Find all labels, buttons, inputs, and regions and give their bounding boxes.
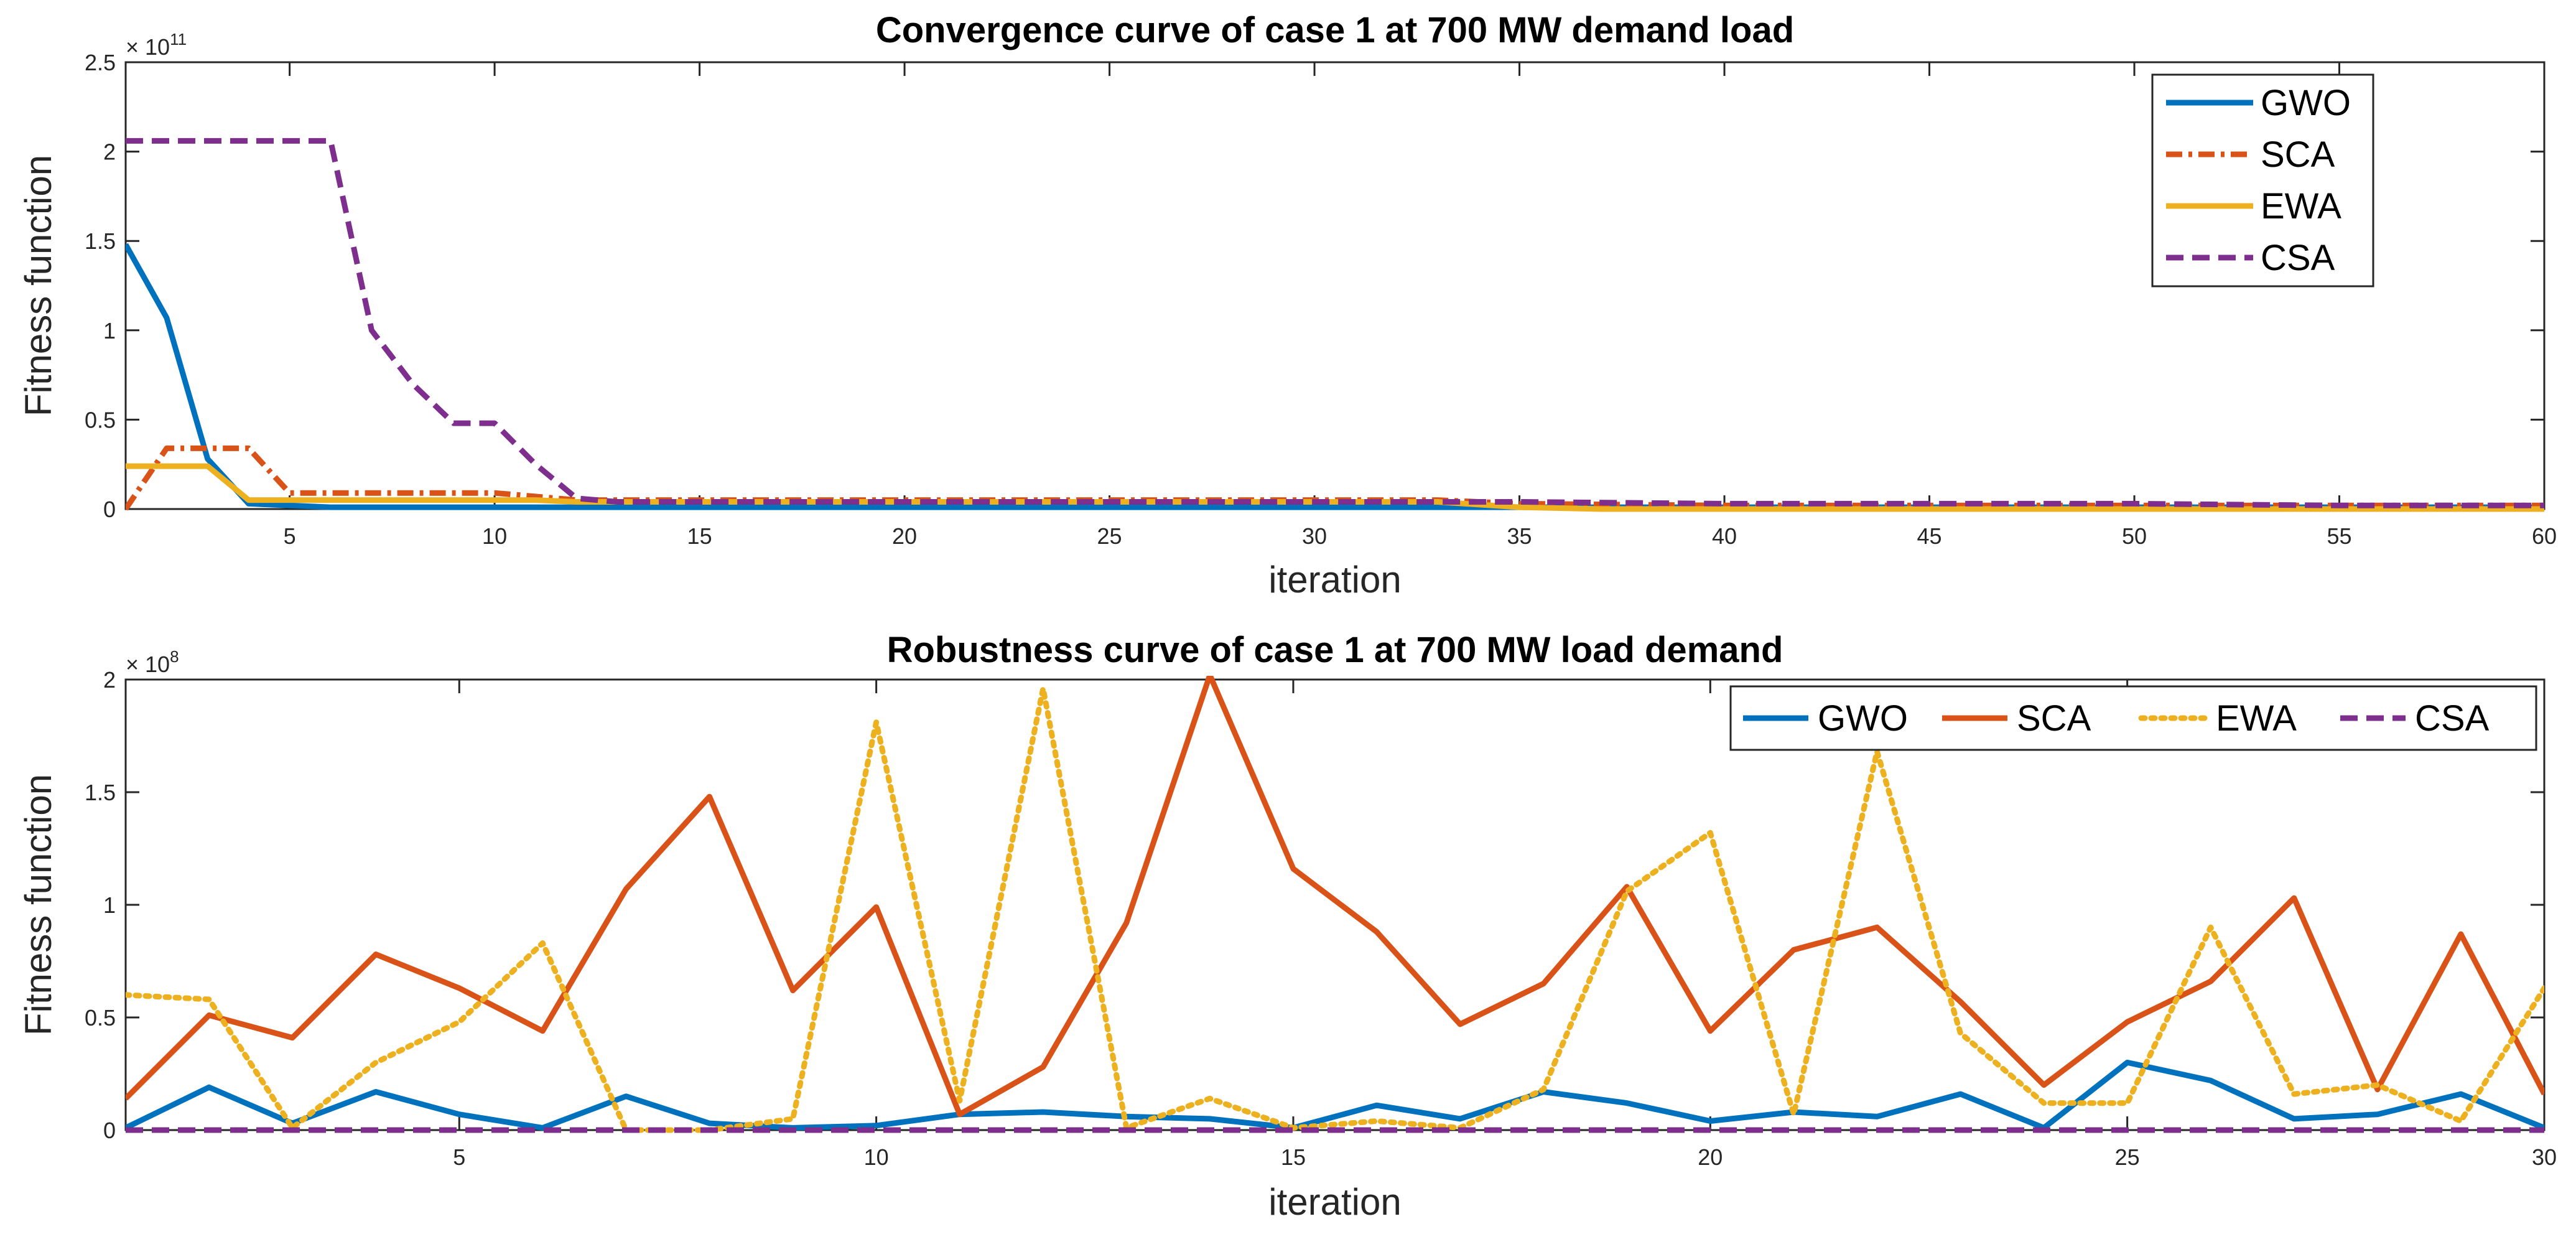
series-group [126,138,2544,512]
x-tick-label: 10 [482,523,507,549]
x-tick-label: 5 [453,1144,465,1170]
series-line-sca [126,676,2544,1118]
plot-area [124,61,2546,510]
x-tick-label: 5 [284,523,296,549]
legend-label-sca: SCA [2017,698,2091,739]
chart-title: Convergence curve of case 1 at 700 MW de… [876,10,1794,50]
x-tick-label: 40 [1712,523,1737,549]
x-tick-label: 50 [2122,523,2147,549]
x-tick-label: 20 [1698,1144,1723,1170]
y-tick-label: 0.5 [85,407,116,432]
y-tick-label: 1.5 [85,780,116,805]
x-axis-label: iteration [1268,559,1401,601]
y-exponent-label: × 108 [126,647,179,677]
x-tick-label: 15 [687,523,712,549]
legend-box [2151,73,2374,287]
series-line-gwo [126,1059,2544,1131]
y-axis-label: Fitness function [17,774,59,1035]
y-tick-label: 2 [103,667,116,693]
y-tick-label: 1 [103,318,116,344]
legend-label-gwo: GWO [1818,698,1908,739]
x-tick-label: 15 [1281,1144,1306,1170]
y-axis-label: Fitness function [17,155,59,416]
plot-area [124,678,2546,1131]
legend-label-sca: SCA [2261,134,2335,175]
x-tick-label: 30 [1302,523,1327,549]
series-group [126,676,2544,1133]
legend-label-ewa: EWA [2261,186,2341,227]
series-line-csa [126,138,2544,508]
y-tick-label: 0 [103,497,116,522]
x-tick-label: 10 [864,1144,889,1170]
y-exponent-label: × 1011 [126,30,187,60]
y-tick-label: 2.5 [85,50,116,75]
y-tick-label: 0.5 [85,1005,116,1031]
y-tick-label: 1.5 [85,228,116,254]
series-line-sca [126,445,2544,511]
x-tick-label: 35 [1507,523,1532,549]
chart-2: 5 10 15 20 25 30 0 0.5 1 1.5 2 × 108 Robustness curv… [17,630,2557,1223]
legend: GWO SCA EWA CSA [2151,73,2374,287]
legend-label-gwo: GWO [2261,83,2351,123]
x-tick-label: 25 [2115,1144,2140,1170]
x-tick-label: 60 [2532,523,2557,549]
x-tick-label: 20 [892,523,917,549]
y-tick-label: 0 [103,1118,116,1143]
chart-1: 5 10 15 20 25 30 35 40 45 50 55 60 0 0.5 1 1.5 2 2.5 × 101… [17,10,2557,601]
x-axis-label: iteration [1268,1181,1401,1223]
legend-label-ewa: EWA [2216,698,2297,739]
series-line-ewa [126,686,2544,1133]
y-tick-label: 2 [103,139,116,165]
y-tick-label: 1 [103,892,116,918]
x-tick-label: 30 [2532,1144,2557,1170]
legend-label-csa: CSA [2415,698,2490,739]
x-tick-label: 45 [1917,523,1942,549]
x-tick-label: 55 [2327,523,2351,549]
legend: GWO SCA EWA CSA [1729,685,2537,751]
legend-label-csa: CSA [2261,238,2335,278]
x-tick-label: 25 [1097,523,1122,549]
chart-title: Robustness curve of case 1 at 700 MW loa… [887,630,1783,670]
